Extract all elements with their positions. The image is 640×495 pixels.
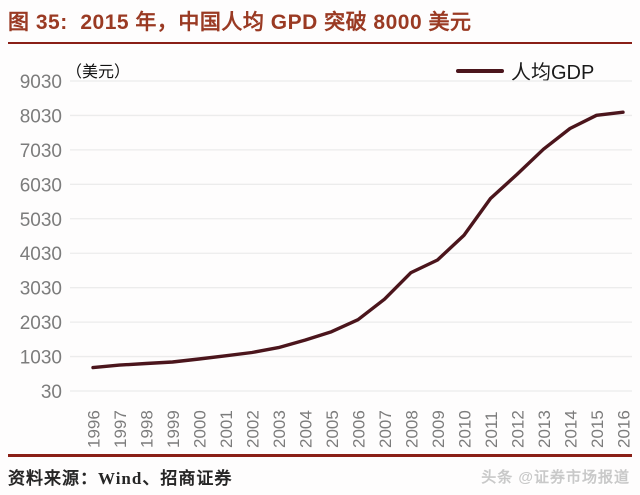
footer-separator [8,454,632,457]
y-tick-label: 4030 [20,244,62,265]
x-tick-label: 2010 [456,410,475,448]
figure-title: 图 35: 2015 年，中国人均 GPD 突破 8000 美元 [8,11,472,34]
gdp-series-line [91,110,625,370]
y-tick-label: 8030 [20,106,62,127]
x-tick-label: 2006 [350,410,369,448]
x-tick-label: 2002 [244,410,263,448]
y-tick-label: 3030 [20,279,62,300]
y-tick-label: 5030 [20,210,62,231]
x-tick-label: 2000 [191,410,210,448]
x-tick-label: 2011 [482,411,501,448]
x-tick-label: 2015 [588,410,607,448]
x-tick-label: 1998 [138,410,157,448]
x-tick-label: 1997 [111,410,130,448]
x-tick-label: 2001 [217,410,236,448]
y-axis-unit-label: （美元） [66,64,131,81]
x-tick-label: 2003 [270,410,289,448]
x-tick-label: 2008 [403,410,422,448]
title-underline [8,42,632,44]
y-tick-label: 30 [41,382,62,403]
y-tick-label: 1030 [20,348,62,369]
source-note: 资料来源：Wind、招商证券 [8,469,233,488]
y-tick-label: 7030 [20,141,62,162]
x-tick-label: 2007 [376,410,395,448]
y-tick-label: 9030 [20,72,62,93]
chart-legend: 人均GDP [456,56,594,85]
y-tick-label: 6030 [20,175,62,196]
x-tick-label: 1999 [164,410,183,448]
x-tick-label: 2013 [535,410,554,448]
gdp-line-chart: 9030 8030 7030 6030 5030 4030 3030 2030 1030 30 19… [20,72,634,448]
y-tick-label: 2030 [20,313,62,334]
x-tick-label: 2016 [615,410,634,448]
x-tick-label: 2012 [509,410,528,448]
legend-line-swatch-icon [456,68,504,73]
x-tick-label: 2014 [562,410,581,448]
x-tick-label: 2005 [323,410,342,448]
watermark: 头条 @证券市场报道 [481,469,630,486]
legend-label: 人均GDP [511,62,595,84]
x-tick-label: 1996 [85,410,104,448]
x-tick-label: 2004 [297,410,316,448]
x-tick-label: 2009 [429,410,448,448]
